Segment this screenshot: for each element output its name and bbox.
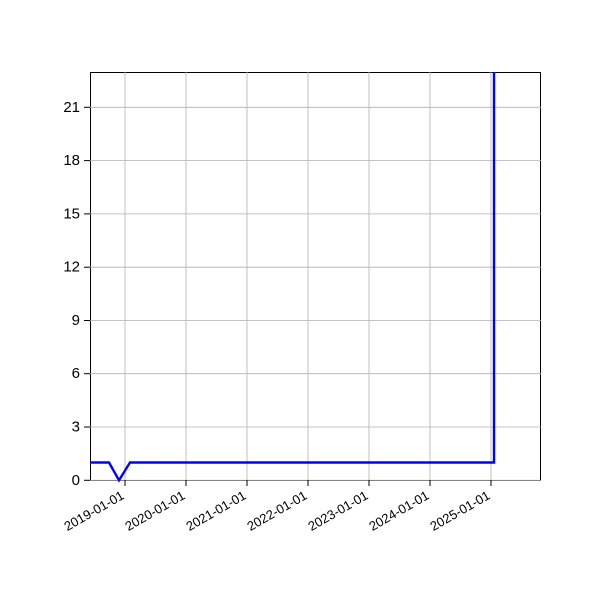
svg-text:0: 0 [72,472,80,489]
svg-text:6: 6 [72,365,80,382]
svg-text:3: 3 [72,419,80,436]
svg-text:21: 21 [63,99,80,116]
svg-text:12: 12 [63,259,80,276]
svg-text:18: 18 [63,152,80,169]
svg-text:15: 15 [63,205,80,222]
svg-text:9: 9 [72,312,80,329]
